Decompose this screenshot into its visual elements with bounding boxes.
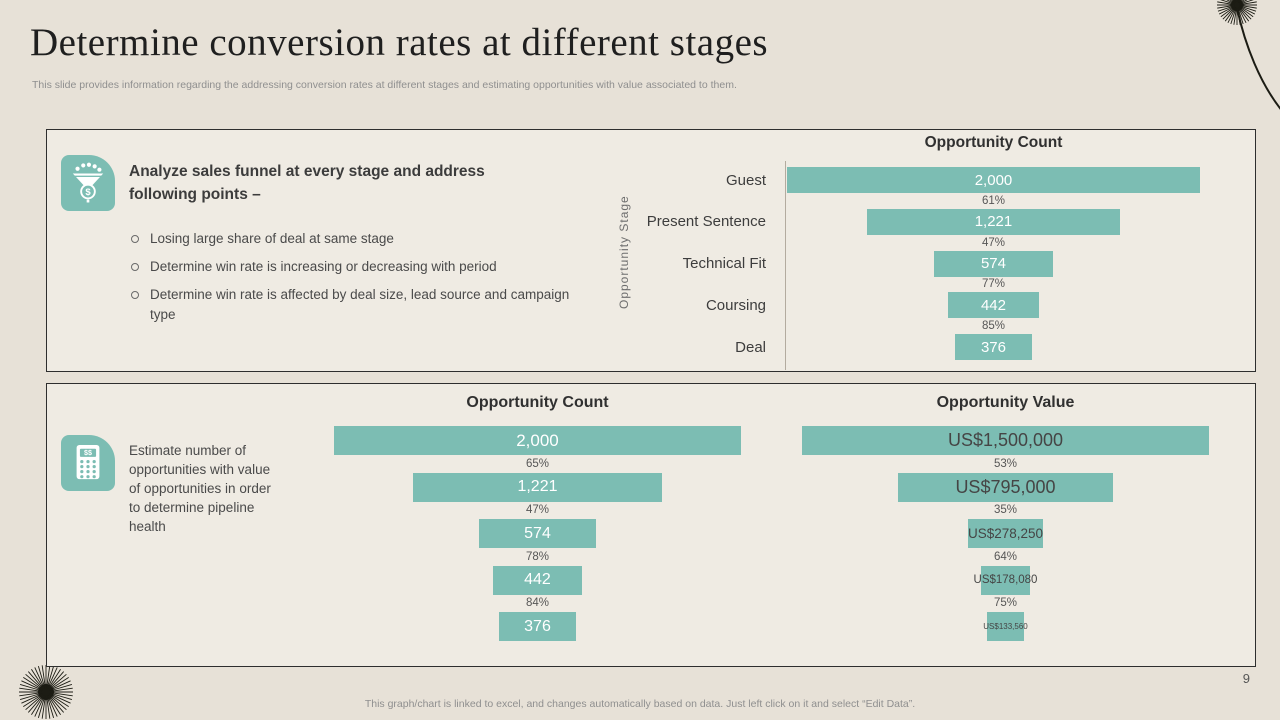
funnel-bar: 442 [492, 565, 583, 595]
category-label: Technical Fit [682, 255, 766, 273]
conversion-rate-label: 53% [993, 457, 1018, 470]
panel-description: Estimate number of opportunities with va… [129, 443, 271, 534]
bar-value-label: 2,000 [516, 430, 559, 450]
calc-display: $$ [84, 449, 92, 457]
category-label: Coursing [705, 296, 766, 314]
bullet-list: Losing large share of deal at same stage… [129, 229, 579, 333]
chart-title: Opportunity Count [924, 134, 1063, 151]
bar-value-label: US$795,000 [955, 476, 1056, 497]
funnel-bar: 1,221 [413, 472, 662, 502]
bar-value-label: US$178,080 [973, 574, 1038, 586]
conversion-rate-label: 35% [993, 504, 1018, 517]
funnel-bar: US$795,000 [897, 472, 1114, 502]
dollar-glyph: $ [85, 187, 91, 198]
funnel-bar: US$1,500,000 [802, 426, 1209, 455]
bar-value-label: 574 [980, 255, 1006, 273]
funnel-dollar-icon: $ [61, 155, 115, 211]
funnel-bar: US$278,250 [967, 519, 1044, 548]
chart-title: Opportunity Count [466, 394, 609, 411]
funnel-bar: 376 [499, 612, 576, 641]
bar-value-label: 2,000 [974, 171, 1013, 189]
bar-value-label: US$278,250 [967, 526, 1044, 541]
dandelion-icon [19, 665, 73, 719]
bar-value-label: 574 [524, 524, 551, 542]
funnel-bar: 2,000 [334, 426, 741, 455]
opportunity-count-stage-chart[interactable]: Opportunity Count Opportunity Stage 2,00… [600, 134, 1260, 374]
y-axis [785, 161, 786, 370]
conversion-rate-label: 47% [525, 504, 550, 517]
page-number: 9 [1242, 671, 1250, 686]
calculator-icon: $$ [61, 435, 115, 491]
conversion-rate-label: 75% [993, 597, 1018, 610]
footer-note: This graph/chart is linked to excel, and… [364, 698, 916, 710]
opportunity-count-chart[interactable]: Opportunity Count 2,000 65% 1,221 47% 574 78%… [334, 390, 741, 655]
conversion-rate-label: 61% [981, 194, 1006, 207]
bar-value-label: 1,221 [974, 213, 1013, 231]
funnel-bar: US$133,560 [983, 612, 1028, 641]
category-label: Present Sentence [646, 213, 766, 231]
conversion-rate-label: 47% [981, 236, 1006, 249]
conversion-rate-label: 78% [525, 550, 550, 563]
bullet-item: Determine win rate is affected by deal s… [129, 285, 579, 325]
funnel-bar: US$178,080 [974, 565, 1037, 595]
page-title: Determine conversion rates at different … [30, 21, 769, 64]
bullet-item: Losing large share of deal at same stage [129, 229, 579, 249]
category-label: Guest [725, 171, 766, 189]
page-subtitle: This slide provides information regardin… [32, 79, 737, 91]
bullet-item: Determine win rate is increasing or decr… [129, 257, 579, 277]
funnel-bar: 2,000 [787, 167, 1200, 193]
funnel-bar: 1,221 [867, 208, 1120, 235]
bar-value-label: 376 [524, 617, 551, 635]
bar-value-label: 442 [980, 296, 1006, 314]
category-label: Deal [735, 338, 766, 356]
conversion-rate-label: 85% [981, 320, 1006, 333]
conversion-rate-label: 77% [981, 278, 1006, 291]
funnel-bar: 574 [934, 250, 1053, 277]
conversion-rate-label: 65% [525, 457, 550, 470]
bar-value-label: 1,221 [517, 478, 558, 495]
conversion-rate-label: 84% [525, 597, 550, 610]
bar-value-label: 376 [980, 338, 1006, 356]
bar-value-label: 442 [524, 571, 551, 588]
panel-heading: Analyze sales funnel at every stage and … [129, 163, 485, 203]
funnel-bar: 442 [947, 292, 1040, 319]
dandelion-icon [1217, 0, 1280, 110]
funnel-bar: 376 [954, 334, 1033, 361]
bar-value-label: US$133,560 [983, 622, 1028, 631]
funnel-bar: 574 [479, 519, 596, 548]
bar-value-label: US$1,500,000 [947, 430, 1064, 450]
opportunity-value-chart[interactable]: Opportunity Value US$1,500,000 53% US$795,… [802, 390, 1209, 655]
chart-title: Opportunity Value [936, 394, 1075, 411]
conversion-rate-label: 64% [993, 550, 1018, 563]
